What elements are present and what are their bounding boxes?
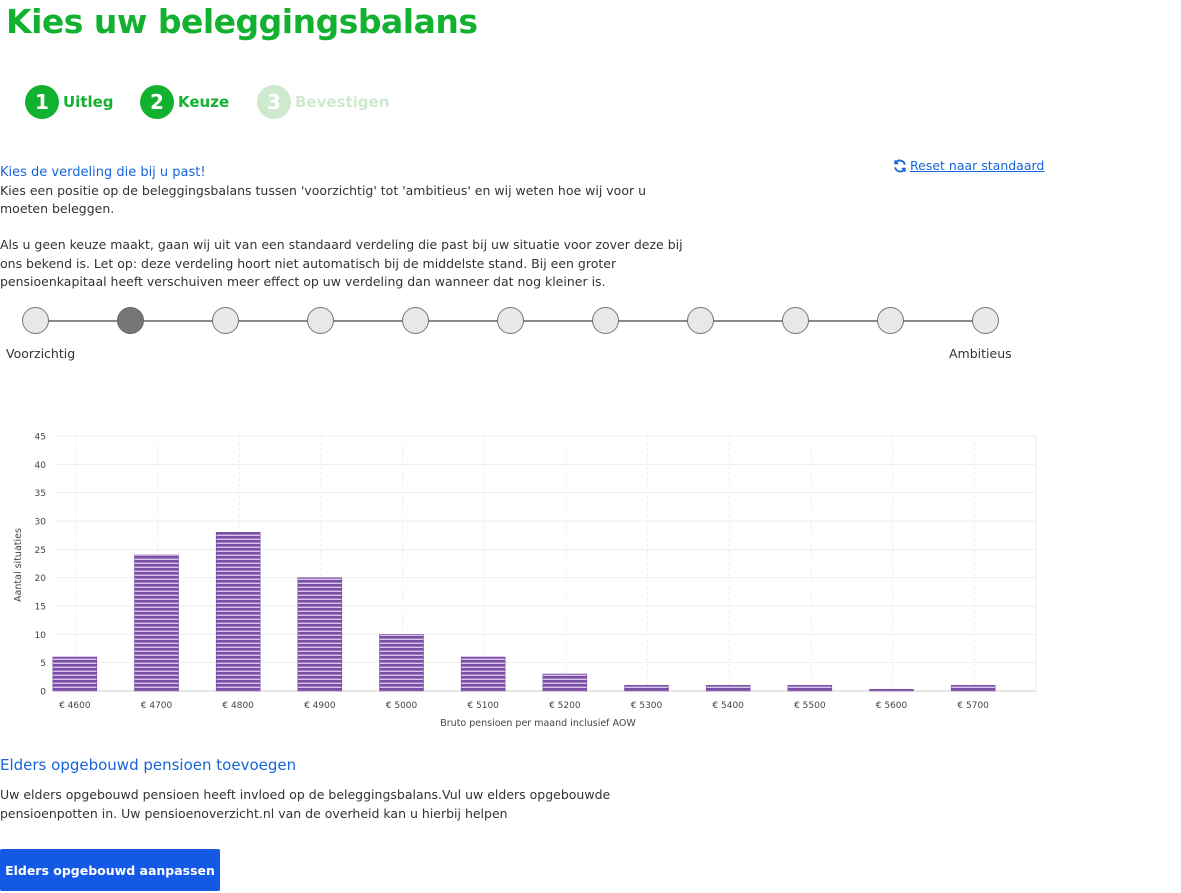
step-label-bevestigen: Bevestigen — [295, 93, 390, 111]
step-number-2: 2 — [140, 85, 174, 119]
bar-10 — [787, 685, 833, 692]
x-tick-label: € 5700 — [957, 701, 989, 711]
x-tick-label: € 5200 — [549, 701, 581, 711]
y-tick-label: 20 — [35, 574, 47, 584]
y-tick-label: 0 — [40, 688, 46, 698]
slider-position-6[interactable] — [497, 307, 524, 334]
y-tick-label: 40 — [35, 461, 47, 471]
reset-to-default-link[interactable]: Reset naar standaard — [893, 158, 1044, 173]
beleggingsbalans-slider[interactable] — [22, 306, 999, 336]
y-axis-title: Aantal situaties — [13, 528, 24, 602]
x-tick-label: € 5500 — [794, 701, 826, 711]
step-number-1: 1 — [25, 85, 59, 119]
slider-position-2[interactable] — [117, 307, 144, 334]
step-keuze[interactable]: 2 Keuze — [140, 85, 229, 119]
slider-position-5[interactable] — [402, 307, 429, 334]
x-tick-label: € 4600 — [59, 701, 91, 711]
chart-svg: 0 5 10 15 20 25 30 35 40 45 € 4600 € 4700 € 4800 € 49… — [13, 433, 1037, 729]
reset-link-label: Reset naar standaard — [910, 158, 1045, 173]
y-tick-label: 35 — [35, 489, 46, 499]
x-tick-label: € 5400 — [712, 701, 744, 711]
step-label-uitleg: Uitleg — [63, 93, 114, 111]
step-uitleg[interactable]: 1 Uitleg — [25, 85, 114, 119]
intro-paragraph-2: Als u geen keuze maakt, gaan wij uit van… — [0, 237, 683, 289]
slider-position-7[interactable] — [592, 307, 619, 334]
refresh-icon — [894, 159, 906, 172]
bar-2 — [134, 554, 179, 692]
bar-6 — [460, 656, 506, 692]
bar-11 — [869, 689, 914, 692]
x-tick-label: € 4800 — [222, 701, 254, 711]
y-tick-label: 30 — [35, 518, 47, 528]
x-tick-label: € 5600 — [876, 701, 908, 711]
slider-min-label: Voorzichtig — [6, 346, 76, 361]
intro-heading: Kies de verdeling die bij u past! — [0, 165, 206, 180]
slider-position-4[interactable] — [307, 307, 334, 334]
y-tick-label: 10 — [35, 631, 47, 641]
bar-5 — [379, 634, 424, 692]
bar-12 — [950, 685, 996, 692]
intro-text: Kies een positie op de beleggingsbalans … — [0, 182, 690, 291]
x-tick-label: € 5300 — [631, 701, 663, 711]
bar-4 — [297, 577, 343, 692]
slider-position-8[interactable] — [687, 307, 714, 334]
slider-position-10[interactable] — [877, 307, 904, 334]
x-tick-label: € 5100 — [467, 701, 499, 711]
slider-max-label: Ambitieus — [949, 346, 1012, 361]
elders-heading: Elders opgebouwd pensioen toevoegen — [0, 756, 297, 774]
bar-7 — [542, 673, 588, 692]
x-tick-label: € 4700 — [141, 701, 173, 711]
bar-1 — [52, 656, 98, 692]
x-axis-title: Bruto pensioen per maand inclusief AOW — [440, 718, 636, 729]
step-label-keuze: Keuze — [178, 93, 230, 111]
x-tick-label: € 4900 — [304, 701, 336, 711]
slider-position-11[interactable] — [972, 307, 999, 334]
intro-paragraph-1: Kies een positie op de beleggingsbalans … — [0, 183, 647, 217]
y-tick-label: 25 — [35, 546, 46, 556]
step-bevestigen: 3 Bevestigen — [257, 85, 389, 119]
y-tick-label: 15 — [35, 603, 46, 613]
bar-8 — [624, 685, 669, 692]
slider-position-9[interactable] — [782, 307, 809, 334]
step-number-3: 3 — [257, 85, 291, 119]
elders-aanpassen-button[interactable]: Elders opgebouwd aanpassen — [0, 849, 220, 891]
pension-distribution-chart: 0 5 10 15 20 25 30 35 40 45 € 4600 € 4700 € 4800 € 49… — [0, 420, 1060, 740]
slider-position-3[interactable] — [212, 307, 239, 334]
y-tick-label: 45 — [35, 433, 46, 443]
y-tick-label: 5 — [40, 659, 46, 669]
bar-3 — [215, 532, 261, 692]
page-title: Kies uw beleggingsbalans — [6, 2, 478, 41]
elders-text: Uw elders opgebouwd pensioen heeft invlo… — [0, 787, 611, 821]
x-tick-label: € 5000 — [386, 701, 418, 711]
slider-position-1[interactable] — [22, 307, 49, 334]
bar-9 — [705, 685, 751, 692]
